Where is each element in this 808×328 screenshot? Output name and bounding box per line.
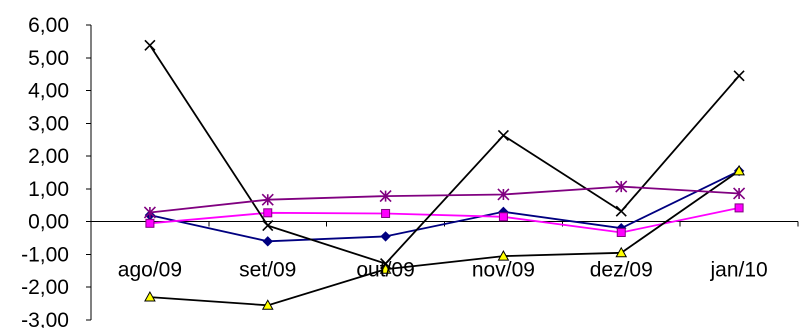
- data-point: [379, 190, 392, 203]
- series-line: [149, 207, 740, 234]
- data-point: [262, 236, 273, 247]
- x-tick-label: jan/10: [709, 259, 767, 282]
- series-1: [144, 165, 745, 247]
- data-point: [381, 208, 391, 218]
- x-tick-label: ago/09: [118, 259, 182, 282]
- y-tick-label: -3,00: [21, 309, 69, 328]
- y-tick-label: 3,00: [28, 112, 69, 135]
- data-point: [145, 218, 155, 228]
- x-tick-label: out/09: [356, 259, 414, 282]
- y-tick-label: 1,00: [28, 178, 69, 201]
- data-point: [261, 193, 274, 206]
- data-point: [379, 263, 392, 274]
- x-axis-labels: ago/09 set/09 out/09 nov/09 dez/09 jan/10: [118, 259, 768, 282]
- x-tick-label: set/09: [239, 259, 296, 282]
- data-point: [497, 250, 510, 261]
- data-point: [615, 246, 628, 258]
- data-point: [143, 206, 156, 219]
- data-point: [262, 220, 274, 232]
- series-layer: [143, 39, 746, 310]
- y-tick-label: 4,00: [28, 80, 69, 103]
- data-point: [380, 258, 392, 270]
- y-tick-label: 5,00: [28, 47, 69, 70]
- data-point: [733, 164, 745, 176]
- data-point: [615, 205, 627, 217]
- data-point: [733, 187, 746, 200]
- data-point: [616, 227, 626, 237]
- data-point: [615, 180, 628, 193]
- data-point: [144, 291, 156, 302]
- y-axis: 6,00 5,00 4,00 3,00 2,00 1,00 0,00 -1,00 -2,00 -3…: [21, 14, 92, 328]
- data-point: [261, 299, 274, 310]
- y-tick-label: 6,00: [28, 14, 69, 37]
- series-3: [144, 164, 745, 310]
- data-point: [733, 70, 745, 82]
- data-point: [263, 208, 273, 218]
- data-point: [380, 231, 391, 242]
- series-line: [149, 170, 740, 307]
- series-5: [143, 180, 746, 219]
- data-point: [144, 39, 156, 51]
- series-line: [149, 170, 740, 243]
- y-tick-label: -1,00: [21, 243, 69, 266]
- data-point: [497, 129, 509, 142]
- data-point: [497, 188, 510, 201]
- data-point: [734, 203, 744, 213]
- series-line: [149, 44, 740, 265]
- series-2: [145, 203, 744, 237]
- series-line: [149, 185, 740, 214]
- x-tick-label: dez/09: [590, 259, 653, 282]
- y-tick-label: 0,00: [28, 211, 69, 234]
- y-tick-label: -2,00: [21, 276, 69, 299]
- data-point: [498, 212, 508, 222]
- x-tick-label: nov/09: [472, 259, 535, 282]
- y-tick-label: 2,00: [28, 145, 69, 168]
